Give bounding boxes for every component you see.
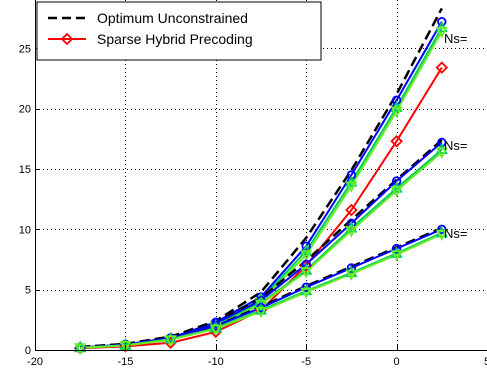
marker-triangle-down <box>209 324 222 336</box>
marker-triangle-down <box>435 229 448 242</box>
group-labels: Ns= Ns= Ns= <box>444 31 467 241</box>
group-label-3: Ns= <box>444 226 467 241</box>
marker-triangle-down <box>390 250 403 262</box>
marker-triangle <box>300 263 313 275</box>
marker-triangle <box>255 303 267 315</box>
y-tick-label: 0 <box>25 345 31 357</box>
legend-label-sparse: Sparse Hybrid Precoding <box>97 31 253 47</box>
x-tick-label: -5 <box>301 356 311 368</box>
marker-triangle-down <box>119 341 132 353</box>
marker-triangle-down <box>345 181 358 193</box>
marker-triangle <box>209 321 222 333</box>
marker-triangle-down <box>300 287 313 299</box>
y-tick-label: 20 <box>19 104 31 116</box>
marker-triangle-down <box>435 26 448 39</box>
marker-triangle-down <box>390 186 403 198</box>
series-line-group2-4 <box>80 151 443 349</box>
marker-diamond <box>435 61 449 74</box>
x-tick-label: -15 <box>117 356 133 368</box>
marker-triangle-down <box>345 226 358 238</box>
tick-labels: -20 -15 -10 -5 0 5 0 5 10 15 20 25 <box>19 43 487 368</box>
marker-triangle <box>390 246 403 258</box>
marker-triangle-down <box>435 147 448 159</box>
legend-label-optimum: Optimum Unconstrained <box>97 10 248 26</box>
marker-triangle-down <box>300 250 313 262</box>
series-markers <box>73 17 449 355</box>
legend: Optimum Unconstrained Sparse Hybrid Prec… <box>36 1 322 61</box>
x-tick-label: -20 <box>27 356 43 368</box>
series-line-group3-1 <box>80 226 443 349</box>
marker-triangle <box>300 283 313 296</box>
x-tick-label: -10 <box>208 356 224 368</box>
y-tick-label: 10 <box>19 224 31 236</box>
marker-triangle-down <box>164 335 177 347</box>
marker-circle <box>391 243 402 254</box>
marker-triangle-down <box>74 343 87 355</box>
y-tick-label: 5 <box>25 285 31 297</box>
marker-triangle <box>164 332 177 344</box>
marker-circle <box>346 263 357 273</box>
marker-diamond <box>390 134 403 148</box>
marker-triangle-down <box>345 269 358 281</box>
marker-diamond <box>345 203 358 217</box>
marker-circle <box>437 17 447 27</box>
group-label-2: Ns= <box>444 138 467 153</box>
x-tick-label: 0 <box>394 356 400 368</box>
group-label-1: Ns= <box>444 31 467 46</box>
legend-box <box>36 1 322 61</box>
marker-triangle-down <box>390 106 403 118</box>
legend-marker-sparse <box>60 32 74 46</box>
marker-circle <box>437 224 447 235</box>
marker-triangle <box>345 265 358 278</box>
marker-triangle <box>435 226 448 238</box>
y-tick-label: 25 <box>19 43 31 55</box>
series-line-group3-2 <box>80 228 443 349</box>
y-tick-label: 15 <box>19 164 31 176</box>
x-tick-label: 5 <box>484 356 487 368</box>
marker-circle <box>301 282 311 292</box>
marker-circle <box>301 241 311 251</box>
marker-triangle-down <box>300 267 313 279</box>
marker-triangle-down <box>255 306 267 319</box>
axes <box>35 0 487 351</box>
